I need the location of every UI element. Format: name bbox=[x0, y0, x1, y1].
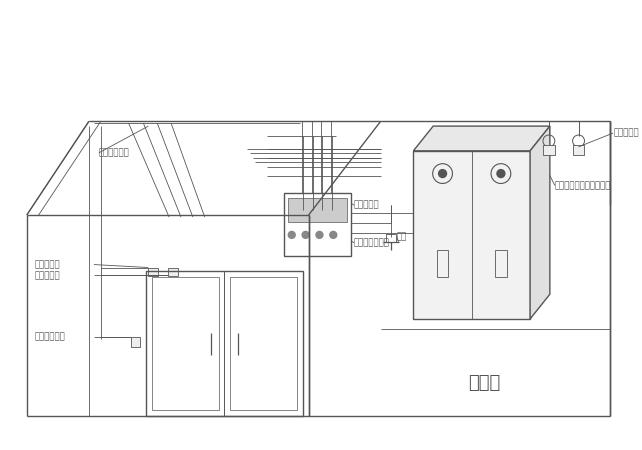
Text: 气体灭火控制器: 气体灭火控制器 bbox=[354, 238, 390, 248]
Text: 柜式七氟丙烷气体灭火器: 柜式七氟丙烷气体灭火器 bbox=[555, 181, 611, 190]
Bar bbox=[230, 277, 297, 410]
Bar bbox=[288, 198, 347, 222]
Bar bbox=[148, 268, 158, 276]
Bar bbox=[495, 250, 507, 277]
Bar bbox=[573, 145, 584, 155]
Text: 放气指示灯: 放气指示灯 bbox=[35, 260, 60, 269]
Circle shape bbox=[330, 231, 337, 239]
Circle shape bbox=[288, 231, 295, 239]
Text: 感烟探测器: 感烟探测器 bbox=[354, 201, 379, 210]
Bar bbox=[284, 194, 351, 256]
Text: 紧急启停按鈕: 紧急启停按鈕 bbox=[35, 332, 65, 341]
Circle shape bbox=[438, 170, 447, 178]
Bar bbox=[437, 250, 449, 277]
Circle shape bbox=[497, 170, 505, 178]
Polygon shape bbox=[413, 126, 550, 151]
Bar bbox=[130, 337, 141, 347]
Text: 嘴嘴: 嘴嘴 bbox=[397, 232, 407, 241]
Bar bbox=[146, 271, 302, 416]
Circle shape bbox=[316, 231, 323, 239]
Polygon shape bbox=[530, 126, 550, 319]
Bar bbox=[152, 277, 218, 410]
Bar bbox=[543, 145, 555, 155]
Text: 接消防控制室: 接消防控制室 bbox=[99, 148, 130, 157]
Text: 声光报警器: 声光报警器 bbox=[35, 271, 60, 280]
Bar bbox=[386, 234, 395, 242]
Circle shape bbox=[302, 231, 309, 239]
Bar bbox=[168, 268, 178, 276]
Text: 感温探测器: 感温探测器 bbox=[613, 129, 639, 138]
Text: 防护区: 防护区 bbox=[469, 374, 501, 392]
Bar bbox=[413, 151, 530, 319]
